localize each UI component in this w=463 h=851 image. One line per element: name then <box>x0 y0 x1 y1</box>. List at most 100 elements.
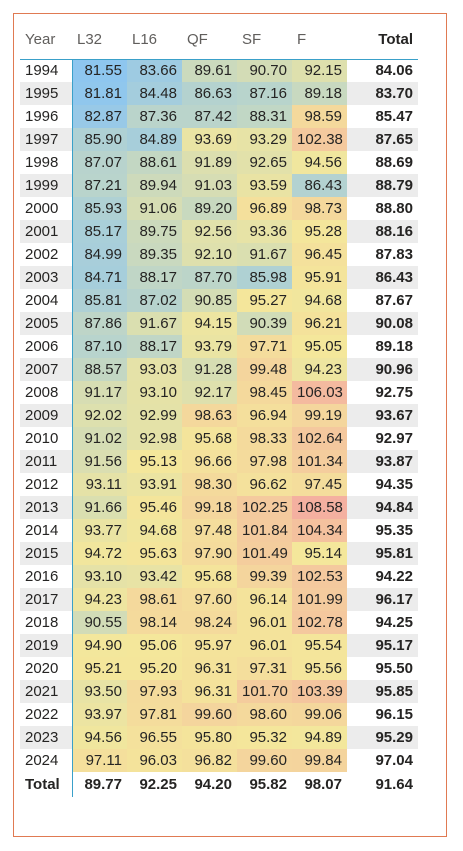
value-cell: 91.06 <box>127 197 182 220</box>
row-total-cell: 96.15 <box>375 706 413 723</box>
value-cell: 87.21 <box>72 174 127 197</box>
value-cell: 95.20 <box>127 657 182 680</box>
value-cell: 101.34 <box>292 450 347 473</box>
value-cell: 84.89 <box>127 128 182 151</box>
table-row[interactable]: 2002 84.99 89.35 92.10 91.67 96.45 87.83 <box>20 243 418 266</box>
table-row[interactable]: 1996 82.87 87.36 87.42 88.31 98.59 85.47 <box>20 105 418 128</box>
table-row[interactable]: 2023 94.56 96.55 95.80 95.32 94.89 95.29 <box>20 726 418 749</box>
table-row[interactable]: 2018 90.55 98.14 98.24 96.01 102.78 94.25 <box>20 611 418 634</box>
value-cell: 99.19 <box>292 404 347 427</box>
value-cell: 92.10 <box>182 243 237 266</box>
row-header-year: 2011 <box>20 450 73 473</box>
table-row[interactable]: 1998 87.07 88.61 91.89 92.65 94.56 88.69 <box>20 151 418 174</box>
value-cell: 91.67 <box>237 243 292 266</box>
table-row[interactable]: 2011 91.56 95.13 96.66 97.98 101.34 93.87 <box>20 450 418 473</box>
table-row[interactable]: 2006 87.10 88.17 93.79 97.71 95.05 89.18 <box>20 335 418 358</box>
table-row[interactable]: 2005 87.86 91.67 94.15 90.39 96.21 90.08 <box>20 312 418 335</box>
table-row[interactable]: 2010 91.02 92.98 95.68 98.33 102.64 92.97 <box>20 427 418 450</box>
table-row[interactable]: 1995 81.81 84.48 86.63 87.16 89.18 83.70 <box>20 82 418 105</box>
table-row[interactable]: 2000 85.93 91.06 89.20 96.89 98.73 88.80 <box>20 197 418 220</box>
column-header-l32[interactable]: L32 <box>72 21 127 60</box>
value-cell: 102.25 <box>237 496 292 519</box>
table-row[interactable]: 2013 91.66 95.46 99.18 102.25 108.58 94.84 <box>20 496 418 519</box>
table-row[interactable]: 1997 85.90 84.89 93.69 93.29 102.38 87.65 <box>20 128 418 151</box>
table-row[interactable]: 2014 93.77 94.68 97.48 101.84 104.34 95.35 <box>20 519 418 542</box>
value-cell: 97.90 <box>182 542 237 565</box>
matrix-visual: Year L32 L16 QF SF F Total 1994 81.55 83.6… <box>13 13 447 837</box>
value-cell: 93.29 <box>237 128 292 151</box>
value-cell: 94.56 <box>292 151 347 174</box>
value-cell: 88.17 <box>127 335 182 358</box>
value-cell: 87.07 <box>72 151 127 174</box>
totals-row: Total 89.77 92.25 94.20 95.82 98.07 91.6… <box>20 772 418 797</box>
value-cell: 96.31 <box>182 680 237 703</box>
value-cell: 98.30 <box>182 473 237 496</box>
value-cell: 97.45 <box>292 473 347 496</box>
row-total-cell: 88.16 <box>347 220 418 243</box>
column-header-f[interactable]: F <box>292 21 347 60</box>
table-row[interactable]: 2015 94.72 95.63 97.90 101.49 95.14 95.81 <box>20 542 418 565</box>
value-cell: 86.63 <box>182 82 237 105</box>
value-cell: 85.93 <box>72 197 127 220</box>
value-cell: 94.56 <box>72 726 127 749</box>
table-row[interactable]: 2016 93.10 93.42 95.68 99.39 102.53 94.22 <box>20 565 418 588</box>
value-cell: 92.02 <box>72 404 127 427</box>
value-cell: 98.59 <box>292 105 347 128</box>
table-row[interactable]: 2022 93.97 97.81 99.60 98.60 99.06 96.15 <box>20 703 418 726</box>
row-total-cell: 94.35 <box>375 476 413 493</box>
row-header-year: 2001 <box>20 220 73 243</box>
column-header-l16[interactable]: L16 <box>127 21 182 60</box>
value-cell: 87.10 <box>72 335 127 358</box>
value-cell: 87.70 <box>182 266 237 289</box>
row-header-year: 1996 <box>20 105 73 128</box>
table-row[interactable]: 2007 88.57 93.03 91.28 99.48 94.23 90.96 <box>20 358 418 381</box>
value-cell: 98.14 <box>127 611 182 634</box>
value-cell: 89.75 <box>127 220 182 243</box>
row-total-cell: 94.25 <box>375 614 413 631</box>
row-header-year: 2024 <box>20 749 73 772</box>
value-cell: 85.98 <box>237 266 292 289</box>
column-header-total[interactable]: Total <box>347 21 418 60</box>
value-cell: 93.36 <box>237 220 292 243</box>
row-total-cell: 88.80 <box>375 200 413 217</box>
value-cell: 81.81 <box>72 82 127 105</box>
row-total-cell: 88.79 <box>347 174 418 197</box>
value-cell: 97.11 <box>72 749 127 772</box>
matrix-table: Year L32 L16 QF SF F Total 1994 81.55 83.6… <box>20 21 418 797</box>
table-row[interactable]: 2021 93.50 97.93 96.31 101.70 103.39 95.85 <box>20 680 418 703</box>
table-row[interactable]: 2009 92.02 92.99 98.63 96.94 99.19 93.67 <box>20 404 418 427</box>
value-cell: 101.99 <box>292 588 347 611</box>
table-row[interactable]: 2012 93.11 93.91 98.30 96.62 97.45 94.35 <box>20 473 418 496</box>
table-row[interactable]: 2019 94.90 95.06 95.97 96.01 95.54 95.17 <box>20 634 418 657</box>
table-row[interactable]: 2004 85.81 87.02 90.85 95.27 94.68 87.67 <box>20 289 418 312</box>
value-cell: 96.21 <box>292 312 347 335</box>
table-row[interactable]: 2017 94.23 98.61 97.60 96.14 101.99 96.17 <box>20 588 418 611</box>
value-cell: 88.61 <box>127 151 182 174</box>
value-cell: 99.60 <box>237 749 292 772</box>
value-cell: 95.32 <box>237 726 292 749</box>
value-cell: 86.43 <box>292 174 347 197</box>
table-row[interactable]: 2001 85.17 89.75 92.56 93.36 95.28 88.16 <box>20 220 418 243</box>
table-row[interactable]: 2003 84.71 88.17 87.70 85.98 95.91 86.43 <box>20 266 418 289</box>
row-total-cell: 95.85 <box>347 680 418 703</box>
row-header-year: 2018 <box>20 611 73 634</box>
column-header-sf[interactable]: SF <box>237 21 292 60</box>
row-header-year: 2004 <box>20 289 73 312</box>
value-cell: 93.79 <box>182 335 237 358</box>
value-cell: 93.11 <box>72 473 127 496</box>
row-header-year: 2012 <box>20 473 73 496</box>
row-header-year: 2007 <box>20 358 73 381</box>
column-header-year[interactable]: Year <box>20 21 72 60</box>
table-row[interactable]: 1999 87.21 89.94 91.03 93.59 86.43 88.79 <box>20 174 418 197</box>
table-row[interactable]: 2024 97.11 96.03 96.82 99.60 99.84 97.04 <box>20 749 418 772</box>
row-total-cell: 87.65 <box>347 128 418 151</box>
value-cell: 98.73 <box>292 197 347 220</box>
table-row[interactable]: 2008 91.17 93.10 92.17 98.45 106.03 92.75 <box>20 381 418 404</box>
row-total-cell: 97.04 <box>375 752 413 769</box>
table-row[interactable]: 1994 81.55 83.66 89.61 90.70 92.15 84.06 <box>20 59 418 82</box>
column-header-qf[interactable]: QF <box>182 21 237 60</box>
value-cell: 95.14 <box>292 542 347 565</box>
row-header-year: 2009 <box>20 404 73 427</box>
table-row[interactable]: 2020 95.21 95.20 96.31 97.31 95.56 95.50 <box>20 657 418 680</box>
row-total-cell: 92.97 <box>375 430 413 447</box>
